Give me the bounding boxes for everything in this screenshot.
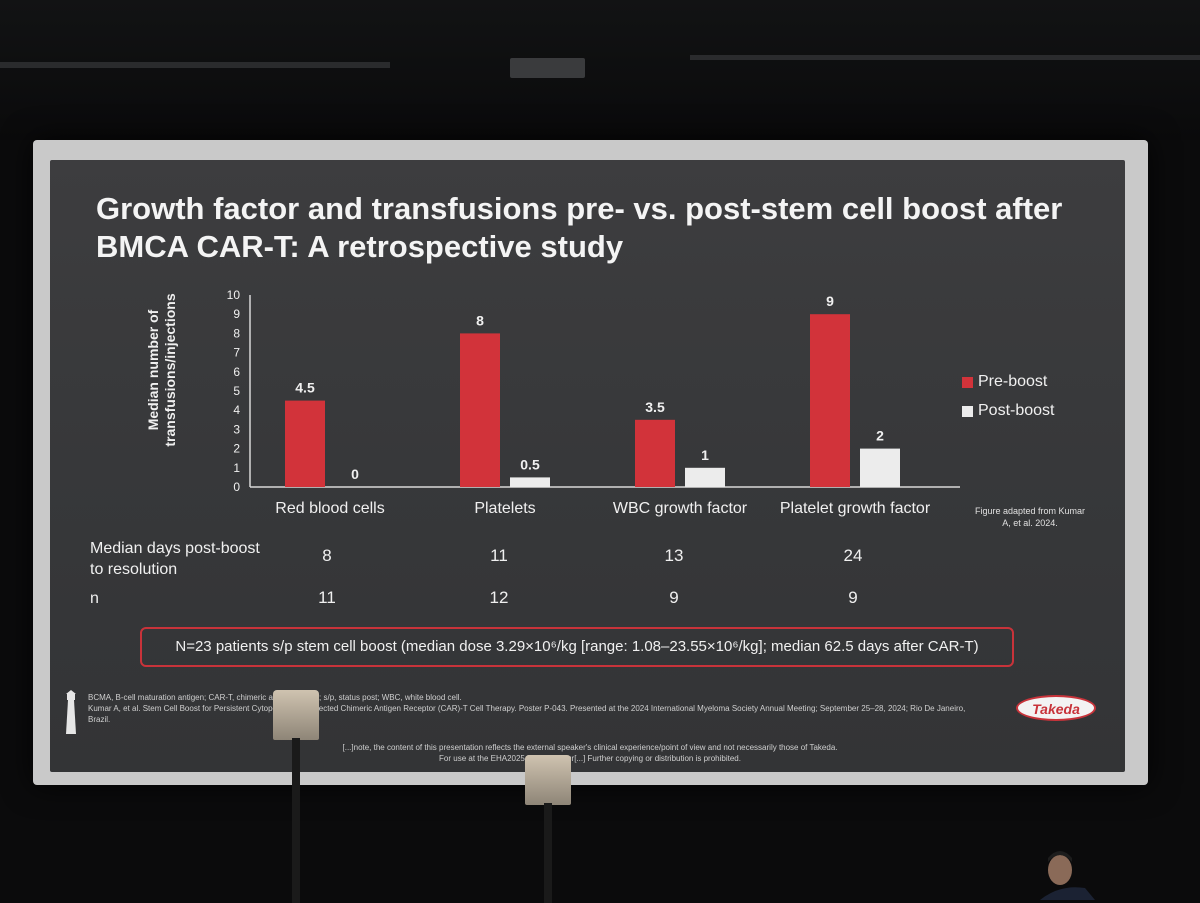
bar-pre-boost [635,419,675,487]
ceiling-beam [690,55,1200,60]
takeda-logo: Takeda [1016,695,1096,721]
lamp-shade [273,690,319,740]
table-cell: 12 [489,588,509,607]
y-tick-label: 0 [233,480,240,494]
projector [510,58,585,78]
summary-box: N=23 patients s/p stem cell boost (media… [140,627,1014,667]
data-label: 4.5 [295,380,315,396]
table-cell: 11 [490,546,508,565]
y-tick-label: 2 [233,442,240,456]
room-ceiling [0,0,1200,140]
data-label: 0 [351,466,359,482]
bar-pre-boost [460,333,500,487]
data-label: 9 [826,293,834,309]
x-category-label: Red blood cells [275,500,384,517]
row-label-line1: Median days post-boost [90,540,260,557]
footnote-abbreviations: BCMA, B-cell maturation antigen; CAR-T, … [88,693,462,702]
figure-source-note: Figure adapted from Kumar A, et al. 2024… [974,506,1086,528]
y-tick-label: 4 [233,403,240,417]
table-row-label-n: n [90,590,99,607]
y-tick-label: 3 [233,422,240,436]
legend-swatch-post [962,405,973,417]
presenter [1040,851,1095,900]
ceiling-beam [0,62,390,68]
table-row-label: Median days post-boost to resolution [90,538,260,580]
y-tick-label: 6 [233,365,240,379]
bar-pre-boost [810,314,850,487]
data-label: 8 [476,312,484,328]
x-category-label: WBC growth factor [613,500,748,517]
y-tick-label: 10 [227,288,241,302]
y-tick-label: 8 [233,326,240,340]
slide: Growth factor and transfusions pre- vs. … [50,160,1125,772]
table-cell: 9 [669,588,679,607]
legend-label-pre: Pre-boost [978,373,1048,390]
table-cell: 9 [848,588,858,607]
footnote: BCMA, B-cell maturation antigen; CAR-T, … [88,692,988,725]
lamp-pole [544,803,552,903]
legend-pre-boost: Pre-boost [962,373,1047,391]
disclaimer-line2: For use at the EHA2025 Hybrid Congr[...]… [439,754,741,763]
x-category-label: Platelet growth factor [780,500,931,517]
bar-chart: 0 1 2 3 4 5 6 7 8 9 10 4.5 0 Red blood cells 8 0.5 Plate… [227,288,960,517]
lamp-pole [292,738,300,903]
table-cell: 13 [664,546,684,565]
data-label: 1 [701,447,709,463]
y-tick-label: 7 [233,346,240,360]
x-category-label: Platelets [474,500,535,517]
table-cell: 8 [322,546,332,565]
table-cell: 11 [318,588,336,607]
bar-post-boost [860,448,900,487]
row-label-line2: to resolution [90,561,178,578]
y-axis-label: Median number of transfusions/injections [145,293,178,447]
slide-title: Growth factor and transfusions pre- vs. … [96,191,1063,264]
legend-post-boost: Post-boost [962,402,1054,420]
footnote-reference: Kumar A, et al. Stem Cell Boost for Pers… [88,704,966,724]
bar-post-boost [510,477,550,487]
data-label: 2 [876,428,884,444]
data-label: 3.5 [645,399,665,415]
y-tick-label: 1 [233,461,240,475]
lighthouse-icon [66,690,76,734]
data-label: 0.5 [520,456,540,472]
lamp-shade [525,755,571,805]
legend-label-post: Post-boost [978,402,1055,419]
y-tick-label: 9 [233,307,240,321]
legend-swatch-pre [962,376,973,388]
disclaimer-line1: [...]note, the content of this presentat… [342,743,838,752]
table-cell: 24 [843,546,863,565]
bar-pre-boost [285,400,325,487]
bar-post-boost [685,467,725,487]
disclaimer: [...]note, the content of this presentat… [290,742,890,764]
y-tick-label: 5 [233,384,240,398]
